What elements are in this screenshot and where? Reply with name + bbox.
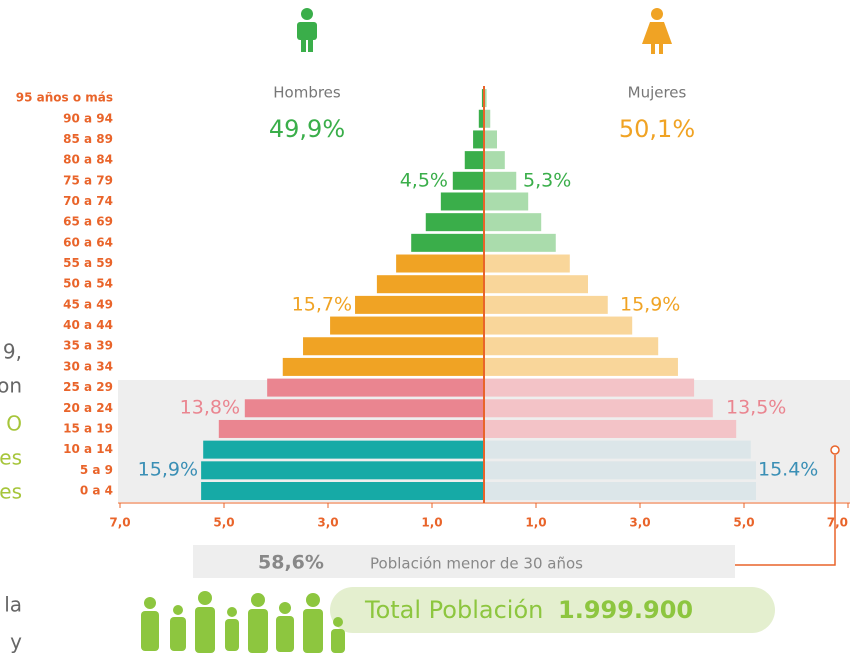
bar [303, 337, 484, 355]
y-tick-label: 80 a 84 [63, 153, 113, 167]
bar [201, 482, 484, 500]
y-tick-label: 70 a 74 [63, 194, 113, 208]
bar [473, 130, 484, 148]
x-tick-label: 5,0 [733, 516, 754, 530]
cropped-text: y [10, 630, 22, 654]
women-share: 50,1% [619, 115, 695, 143]
annotation: 15,9% [138, 459, 198, 481]
man-icon [297, 8, 317, 52]
cropped-text: O [6, 412, 22, 436]
y-tick-label: 5 a 9 [80, 463, 113, 477]
cropped-text: es [0, 446, 22, 470]
bar [411, 234, 484, 252]
connector-dot [831, 446, 839, 454]
y-tick-label: 75 a 79 [63, 173, 113, 187]
annotation: 4,5% [400, 170, 448, 192]
cropped-text: la [4, 593, 22, 617]
bar [484, 337, 658, 355]
y-tick-label: 30 a 34 [63, 359, 113, 373]
bar [330, 317, 484, 335]
total-value: 1.999.900 [558, 596, 693, 624]
bar [484, 234, 556, 252]
bar [484, 213, 541, 231]
annotation: 15.4% [758, 459, 818, 481]
annotation: 5,3% [523, 170, 571, 192]
cropped-text: 9, [3, 340, 22, 364]
bar [267, 379, 484, 397]
y-tick-label: 65 a 69 [63, 215, 113, 229]
under-30-label: Población menor de 30 años [370, 555, 583, 573]
x-tick-label: 1,0 [421, 516, 442, 530]
total-label: Total Población [364, 596, 543, 624]
woman-icon [642, 8, 672, 54]
chart: Hombres 49,9% Mujeres 50,1% 58,6% Poblac… [0, 0, 866, 662]
x-tick-label: 3,0 [629, 516, 650, 530]
bar [484, 482, 756, 500]
bar [465, 151, 484, 169]
bar [245, 399, 484, 417]
bar [283, 358, 484, 376]
cropped-text: on [0, 374, 22, 398]
bar [484, 441, 751, 459]
bar [219, 420, 484, 438]
bar [484, 420, 736, 438]
bar [484, 358, 678, 376]
x-tick-label: 1,0 [525, 516, 546, 530]
bar [426, 213, 484, 231]
bar [484, 192, 528, 210]
x-tick-label: 7,0 [109, 516, 130, 530]
annotation: 15,7% [292, 294, 352, 316]
bar [203, 441, 484, 459]
x-tick-label: 5,0 [213, 516, 234, 530]
bar [484, 461, 756, 479]
bar [484, 399, 713, 417]
y-tick-label: 10 a 14 [63, 442, 113, 456]
bar [377, 275, 484, 293]
y-tick-label: 0 a 4 [80, 484, 113, 498]
bar [441, 192, 484, 210]
bar [453, 172, 484, 190]
people-icons [141, 591, 345, 653]
y-tick-label: 50 a 54 [63, 277, 113, 291]
bar [355, 296, 484, 314]
men-label: Hombres [273, 84, 341, 102]
y-tick-label: 85 a 89 [63, 132, 113, 146]
bar [484, 172, 516, 190]
y-tick-label: 40 a 44 [63, 318, 113, 332]
annotation: 13,5% [726, 397, 786, 419]
y-tick-label: 55 a 59 [63, 256, 113, 270]
women-label: Mujeres [628, 84, 687, 102]
men-share: 49,9% [269, 115, 345, 143]
y-tick-label: 20 a 24 [63, 401, 113, 415]
cropped-text: es [0, 480, 22, 504]
under-30-value: 58,6% [258, 552, 324, 574]
bar [484, 379, 694, 397]
bar [484, 255, 570, 273]
x-tick-label: 3,0 [317, 516, 338, 530]
y-tick-label: 45 a 49 [63, 297, 113, 311]
bar [201, 461, 484, 479]
bar [484, 317, 632, 335]
y-tick-label: 25 a 29 [63, 380, 113, 394]
bar [484, 296, 608, 314]
bar [396, 255, 484, 273]
bar [484, 151, 505, 169]
annotation: 13,8% [180, 397, 240, 419]
bar [484, 130, 497, 148]
y-tick-label: 15 a 19 [63, 421, 113, 435]
annotation: 15,9% [620, 294, 680, 316]
y-tick-label: 90 a 94 [63, 111, 113, 125]
x-tick-label: 7,0 [827, 516, 848, 530]
y-tick-label: 35 a 39 [63, 339, 113, 353]
bar [484, 275, 588, 293]
y-tick-label: 95 años o más [16, 91, 113, 105]
y-tick-label: 60 a 64 [63, 235, 113, 249]
